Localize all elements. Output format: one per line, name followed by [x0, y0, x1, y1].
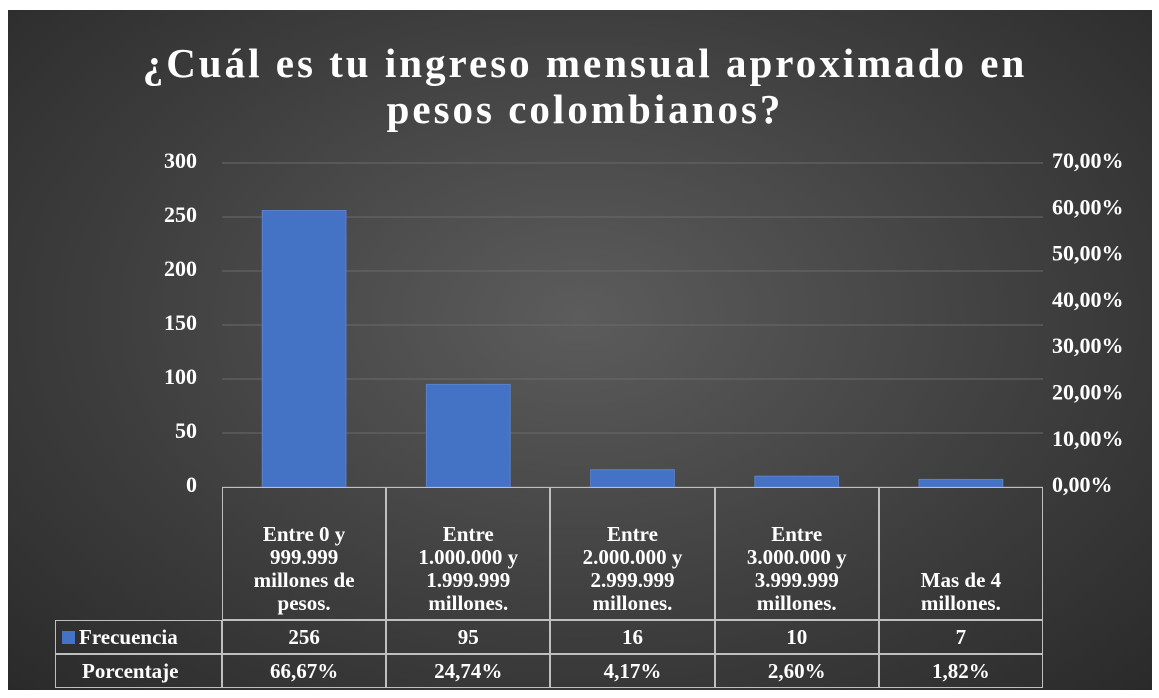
y-tick-label: 0	[186, 472, 197, 497]
table-value: 10	[714, 620, 879, 654]
x-tick-label: Entre 0 y 999.999 millones de pesos.	[222, 487, 387, 620]
x-tick-label: Mas de 4 millones.	[878, 487, 1043, 620]
bar	[754, 475, 840, 488]
table-value: 2,60%	[714, 654, 879, 688]
y-tick-label: 300	[164, 148, 197, 173]
y2-tick-label: 40,00%	[1052, 287, 1124, 312]
bar	[261, 210, 347, 488]
y2-tick-label: 30,00%	[1052, 333, 1124, 358]
x-tick-label: Entre 2.000.000 y 2.999.999 millones.	[550, 487, 715, 620]
bar	[918, 478, 1004, 488]
y2-tick-label: 60,00%	[1052, 194, 1124, 219]
x-tick-label: Entre 1.000.000 y 1.999.999 millones.	[386, 487, 551, 620]
y-tick-label: 200	[164, 256, 197, 281]
y2-tick-label: 50,00%	[1052, 241, 1124, 266]
legend-entry: Porcentaje	[55, 654, 222, 688]
bar	[425, 383, 511, 488]
legend-entry: Frecuencia	[55, 620, 222, 654]
chart-background	[8, 10, 1152, 690]
table-value: 16	[550, 620, 715, 654]
y2-tick-label: 10,00%	[1052, 426, 1124, 451]
y2-tick-label: 70,00%	[1052, 148, 1124, 173]
table-value: 24,74%	[386, 654, 551, 688]
y2-tick-label: 0,00%	[1052, 472, 1113, 497]
y-tick-label: 50	[175, 418, 197, 443]
table-value: 1,82%	[878, 654, 1043, 688]
y2-tick-label: 20,00%	[1052, 379, 1124, 404]
y-tick-label: 150	[164, 310, 197, 335]
table-value: 256	[222, 620, 387, 654]
table-value: 95	[386, 620, 551, 654]
table-value: 7	[878, 620, 1043, 654]
y-tick-label: 250	[164, 202, 197, 227]
bar	[590, 469, 675, 488]
x-tick-label: Entre 3.000.000 y 3.999.999 millones.	[714, 487, 879, 620]
legend-label: Porcentaje	[82, 658, 179, 683]
legend-label: Frecuencia	[79, 624, 178, 649]
table-value: 4,17%	[550, 654, 715, 688]
chart-title: ¿Cuál es tu ingreso mensual aproximado e…	[142, 40, 1028, 132]
table-value: 66,67%	[222, 654, 387, 688]
legend-key	[62, 630, 75, 644]
y-tick-label: 100	[164, 364, 197, 389]
